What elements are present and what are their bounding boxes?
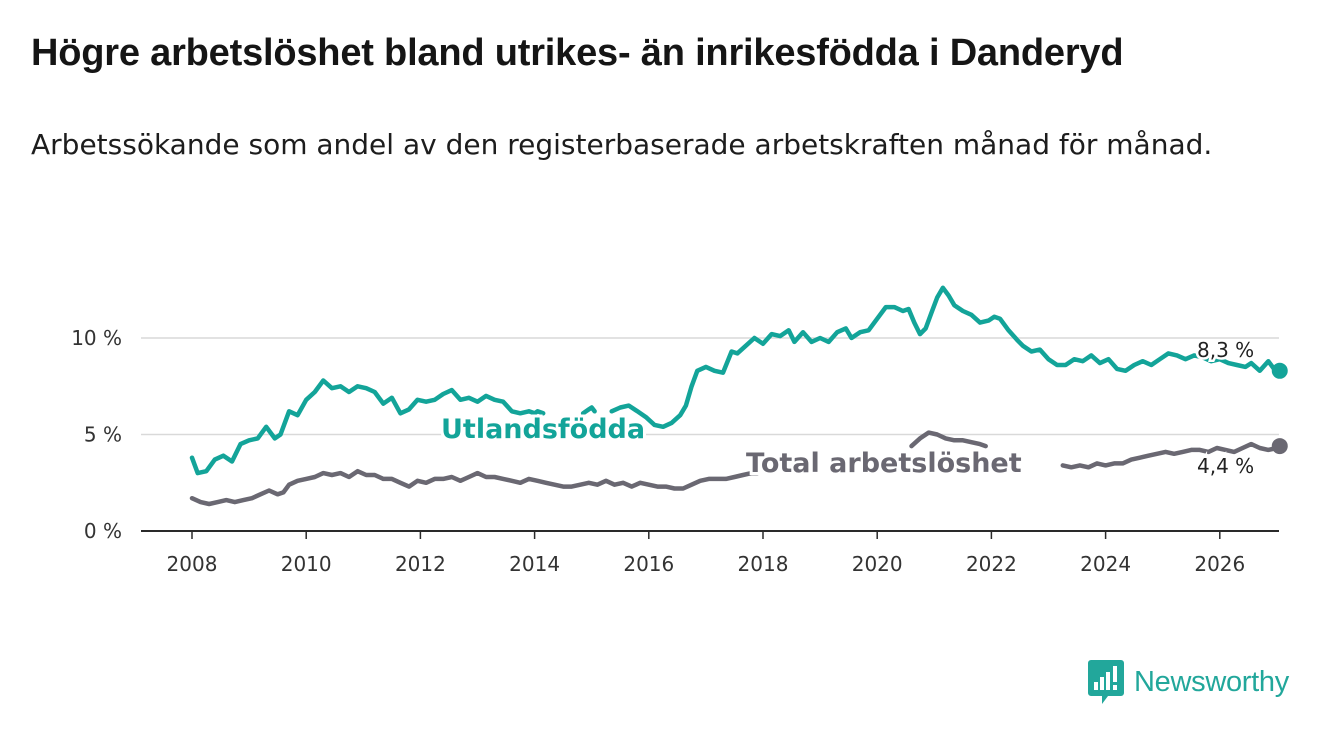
x-tick-label: 2026 <box>1194 552 1245 576</box>
brand-logo: Newsworthy <box>1088 660 1289 704</box>
x-tick-label: 2008 <box>167 552 218 576</box>
series-labels: Utlandsfödda Total arbetslöshet 8,3 % 4,… <box>438 336 1257 483</box>
series-line-total-arbetsloshet <box>189 468 760 507</box>
series-label-utlandsfodda: Utlandsfödda <box>441 414 645 445</box>
x-tick-label: 2022 <box>966 552 1017 576</box>
end-point-utlandsfodda <box>1271 362 1288 379</box>
y-tick-label: 0 % <box>84 519 122 543</box>
x-tick-label: 2016 <box>623 552 674 576</box>
series-line-utlandsfodda <box>189 378 546 476</box>
series-line-total-arbetsloshet <box>1060 441 1283 470</box>
end-point-total-arbetsloshet <box>1271 438 1288 455</box>
x-axis: 2008 2010 2012 2014 2016 2018 2020 2022 2024 2026 <box>141 530 1279 576</box>
x-tick-label: 2020 <box>852 552 903 576</box>
x-tick-label: 2024 <box>1080 552 1131 576</box>
chart-title: Högre arbetslöshet bland utrikes- än inr… <box>31 32 1124 74</box>
series-label-total-arbetsloshet: Total arbetslöshet <box>746 448 1022 479</box>
x-tick-label: 2012 <box>395 552 446 576</box>
y-tick-label: 10 % <box>71 326 122 350</box>
y-axis-ticks: 0 % 5 % 10 % <box>71 326 122 543</box>
y-tick-label: 5 % <box>84 423 122 447</box>
x-tick-label: 2014 <box>509 552 560 576</box>
series-line-utlandsfodda <box>609 285 1283 430</box>
series-line-total-arbetsloshet <box>909 430 988 449</box>
newsworthy-logo-icon <box>1088 660 1124 704</box>
x-tick-label: 2018 <box>738 552 789 576</box>
series-lines <box>189 285 1288 507</box>
series-line-utlandsfodda <box>580 405 597 416</box>
end-value-label-utlandsfodda: 8,3 % <box>1197 338 1254 362</box>
end-value-label-total-arbetsloshet: 4,4 % <box>1197 454 1254 478</box>
x-tick-label: 2010 <box>281 552 332 576</box>
chart-subtitle: Arbetssökande som andel av den registerb… <box>31 128 1213 161</box>
brand-name: Newsworthy <box>1134 665 1289 698</box>
gridlines <box>141 337 1279 436</box>
